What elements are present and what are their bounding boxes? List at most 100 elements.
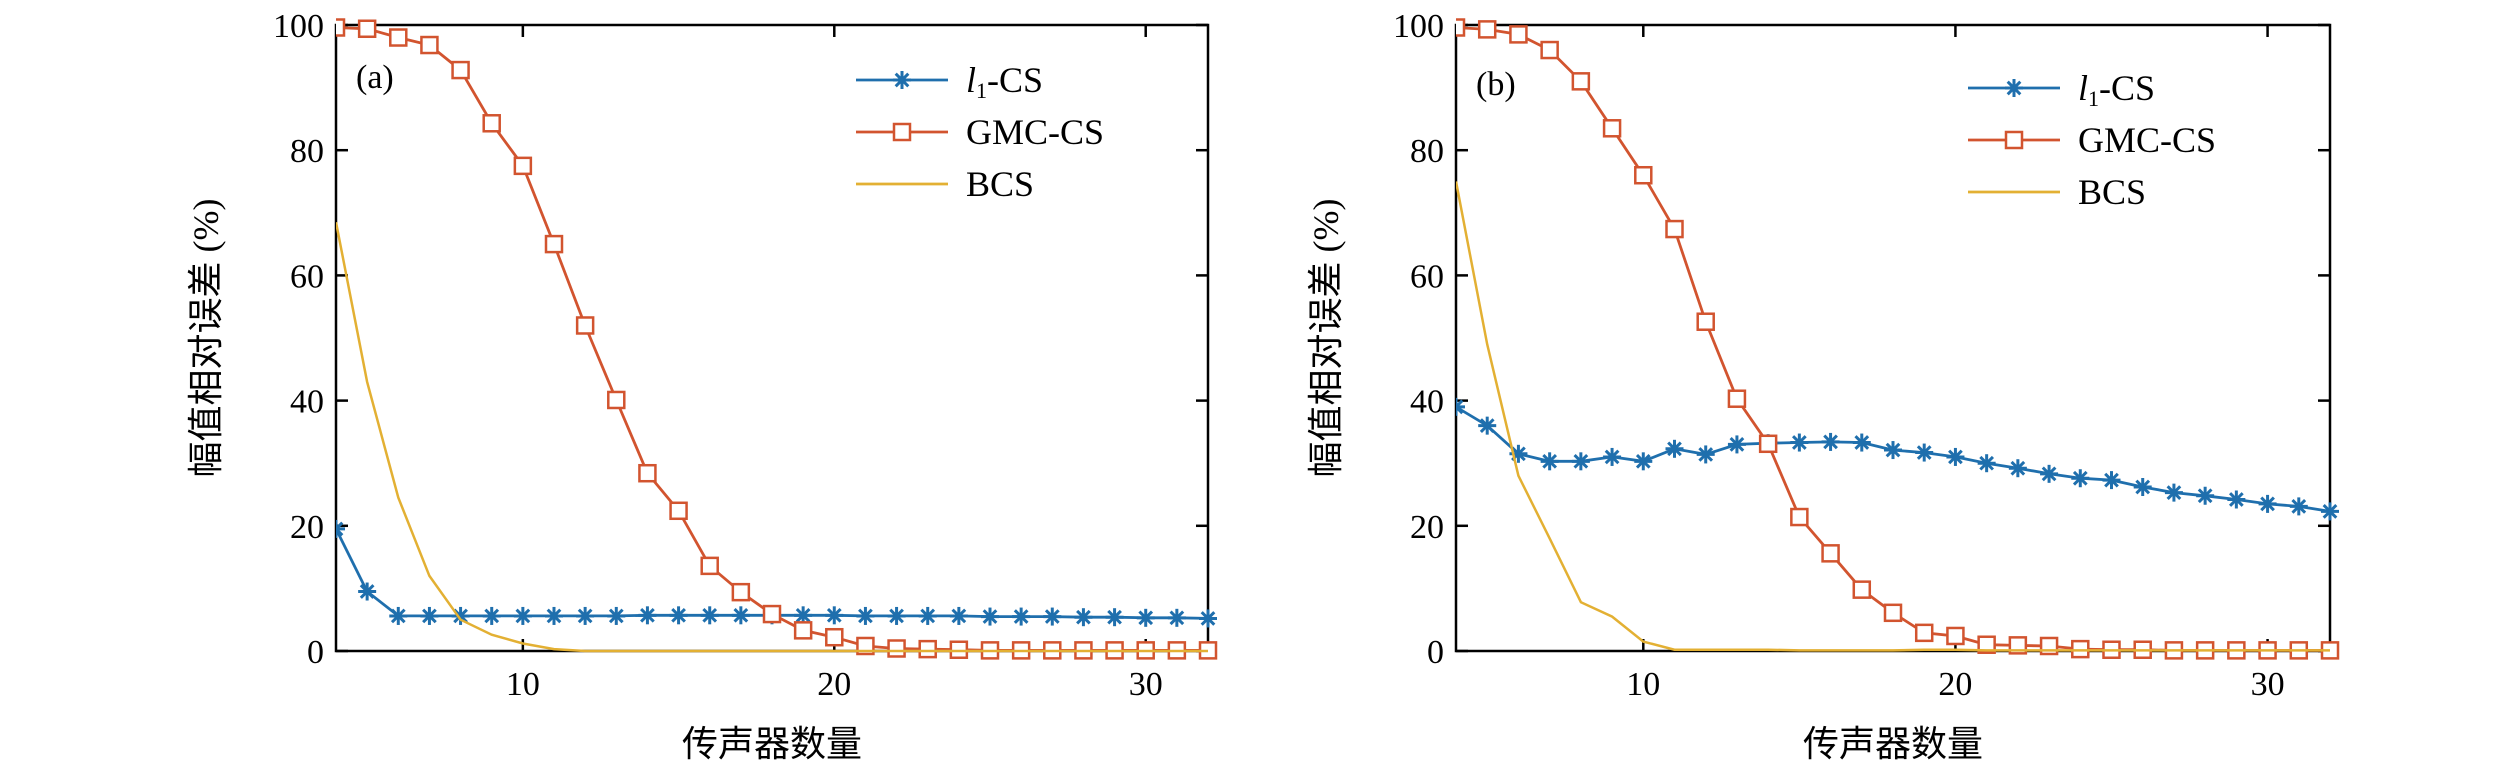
data-point bbox=[2133, 477, 2152, 496]
data-point bbox=[513, 606, 532, 625]
data-point bbox=[1603, 447, 1622, 466]
data-point bbox=[1852, 580, 1872, 599]
data-point bbox=[2258, 494, 2277, 513]
data-point bbox=[1977, 635, 1996, 654]
y-tick-label: 20 bbox=[1410, 509, 1444, 546]
data-point bbox=[918, 639, 937, 659]
data-point bbox=[1696, 445, 1715, 464]
legend-marker bbox=[2005, 79, 2023, 97]
legend-item-gmccs: GMC-CS bbox=[1968, 120, 2216, 160]
legend-label: GMC-CS bbox=[966, 112, 1104, 152]
series-line bbox=[1456, 181, 2330, 652]
x-tick-label: 20 bbox=[817, 666, 851, 703]
legend-item-bcs: BCS bbox=[856, 164, 1034, 204]
x-tick-label: 10 bbox=[506, 666, 540, 703]
series-line bbox=[336, 221, 1208, 653]
data-point bbox=[1167, 608, 1186, 627]
legend-label: BCS bbox=[966, 164, 1034, 204]
legend-label: BCS bbox=[2078, 172, 2146, 212]
data-point bbox=[856, 606, 875, 625]
data-point bbox=[1946, 626, 1965, 646]
x-tick-label: 10 bbox=[1626, 666, 1660, 703]
plot-frame bbox=[1454, 23, 2332, 653]
data-point bbox=[669, 501, 688, 521]
data-point bbox=[1977, 454, 1996, 473]
x-tick-label: 20 bbox=[1938, 666, 1972, 703]
data-point bbox=[1821, 544, 1840, 563]
y-tick-label: 20 bbox=[290, 509, 324, 546]
data-point bbox=[638, 463, 657, 483]
data-point bbox=[482, 114, 501, 133]
data-point bbox=[607, 606, 626, 625]
y-tick-label: 40 bbox=[290, 384, 324, 421]
data-point bbox=[576, 606, 595, 625]
data-point bbox=[762, 604, 782, 624]
data-point bbox=[389, 606, 408, 625]
data-point bbox=[1478, 416, 1497, 435]
y-tick-label: 80 bbox=[1410, 133, 1444, 170]
data-point bbox=[887, 606, 906, 625]
data-point bbox=[731, 606, 750, 625]
data-point bbox=[1043, 607, 1062, 626]
x-axis-label: 传声器数量 bbox=[1803, 724, 1983, 764]
data-point bbox=[607, 390, 626, 410]
data-point bbox=[1790, 507, 1809, 527]
data-point bbox=[2102, 471, 2121, 490]
data-point bbox=[793, 621, 813, 640]
data-point bbox=[1105, 608, 1124, 627]
data-point bbox=[1074, 608, 1093, 627]
data-point bbox=[544, 234, 564, 254]
series-gmccs bbox=[1456, 18, 2340, 660]
chart-panel-b: 10 20 30 0 20 40 60 80 100 传声器数量 幅值相对误差 (%) (b) l1-C… bbox=[1306, 8, 2340, 764]
data-point bbox=[918, 606, 937, 625]
data-point bbox=[1946, 447, 1965, 466]
data-point bbox=[1884, 441, 1902, 460]
series-l1cs bbox=[1456, 397, 2339, 521]
data-point bbox=[1477, 20, 1497, 39]
data-point bbox=[700, 606, 719, 625]
data-point bbox=[2071, 639, 2090, 659]
data-point bbox=[1509, 25, 1528, 44]
data-point bbox=[1883, 603, 1903, 623]
legend-marker bbox=[2004, 130, 2024, 150]
data-point bbox=[2321, 502, 2339, 521]
legend: l1-CS GMC-CS BCS bbox=[856, 60, 1104, 204]
legend-label: GMC-CS bbox=[2078, 120, 2216, 160]
data-point bbox=[1571, 452, 1590, 471]
legend: l1-CS GMC-CS BCS bbox=[1968, 68, 2216, 212]
data-point bbox=[1634, 452, 1653, 471]
legend-item-gmccs: GMC-CS bbox=[856, 112, 1104, 152]
data-point bbox=[1456, 397, 1465, 416]
x-axis-label: 传声器数量 bbox=[682, 724, 862, 764]
data-point bbox=[1665, 219, 1684, 239]
data-point bbox=[1914, 623, 1934, 643]
y-tick-label: 0 bbox=[307, 634, 324, 671]
data-point bbox=[887, 639, 906, 658]
series-bcs bbox=[1456, 181, 2330, 652]
legend-item-l1cs: l1-CS bbox=[856, 60, 1043, 103]
panel-label: (b) bbox=[1476, 66, 1516, 103]
data-point bbox=[336, 519, 345, 538]
data-point bbox=[357, 19, 377, 39]
data-point bbox=[2008, 459, 2027, 478]
legend-item-l1cs: l1-CS bbox=[1968, 68, 2155, 111]
data-point bbox=[1758, 434, 1778, 454]
series-gmccs bbox=[336, 18, 1218, 660]
data-point bbox=[2196, 486, 2215, 505]
data-point bbox=[2040, 464, 2059, 483]
data-point bbox=[1540, 452, 1559, 471]
chart-panel-a: 10 20 30 0 20 40 60 80 100 传声器数量 幅值相对误差 (%) (a) l1-C… bbox=[186, 8, 1218, 764]
legend-label: l1-CS bbox=[2078, 68, 2155, 111]
y-tick-label: 60 bbox=[290, 258, 324, 295]
data-point bbox=[2164, 483, 2183, 502]
data-point bbox=[1456, 18, 1466, 37]
data-point bbox=[1571, 72, 1591, 91]
y-tick-label: 80 bbox=[290, 133, 324, 170]
data-point bbox=[949, 640, 969, 659]
legend-marker bbox=[892, 122, 912, 142]
data-point bbox=[731, 582, 751, 602]
data-point bbox=[389, 28, 408, 47]
data-point bbox=[1852, 433, 1871, 452]
data-point bbox=[1727, 389, 1747, 408]
